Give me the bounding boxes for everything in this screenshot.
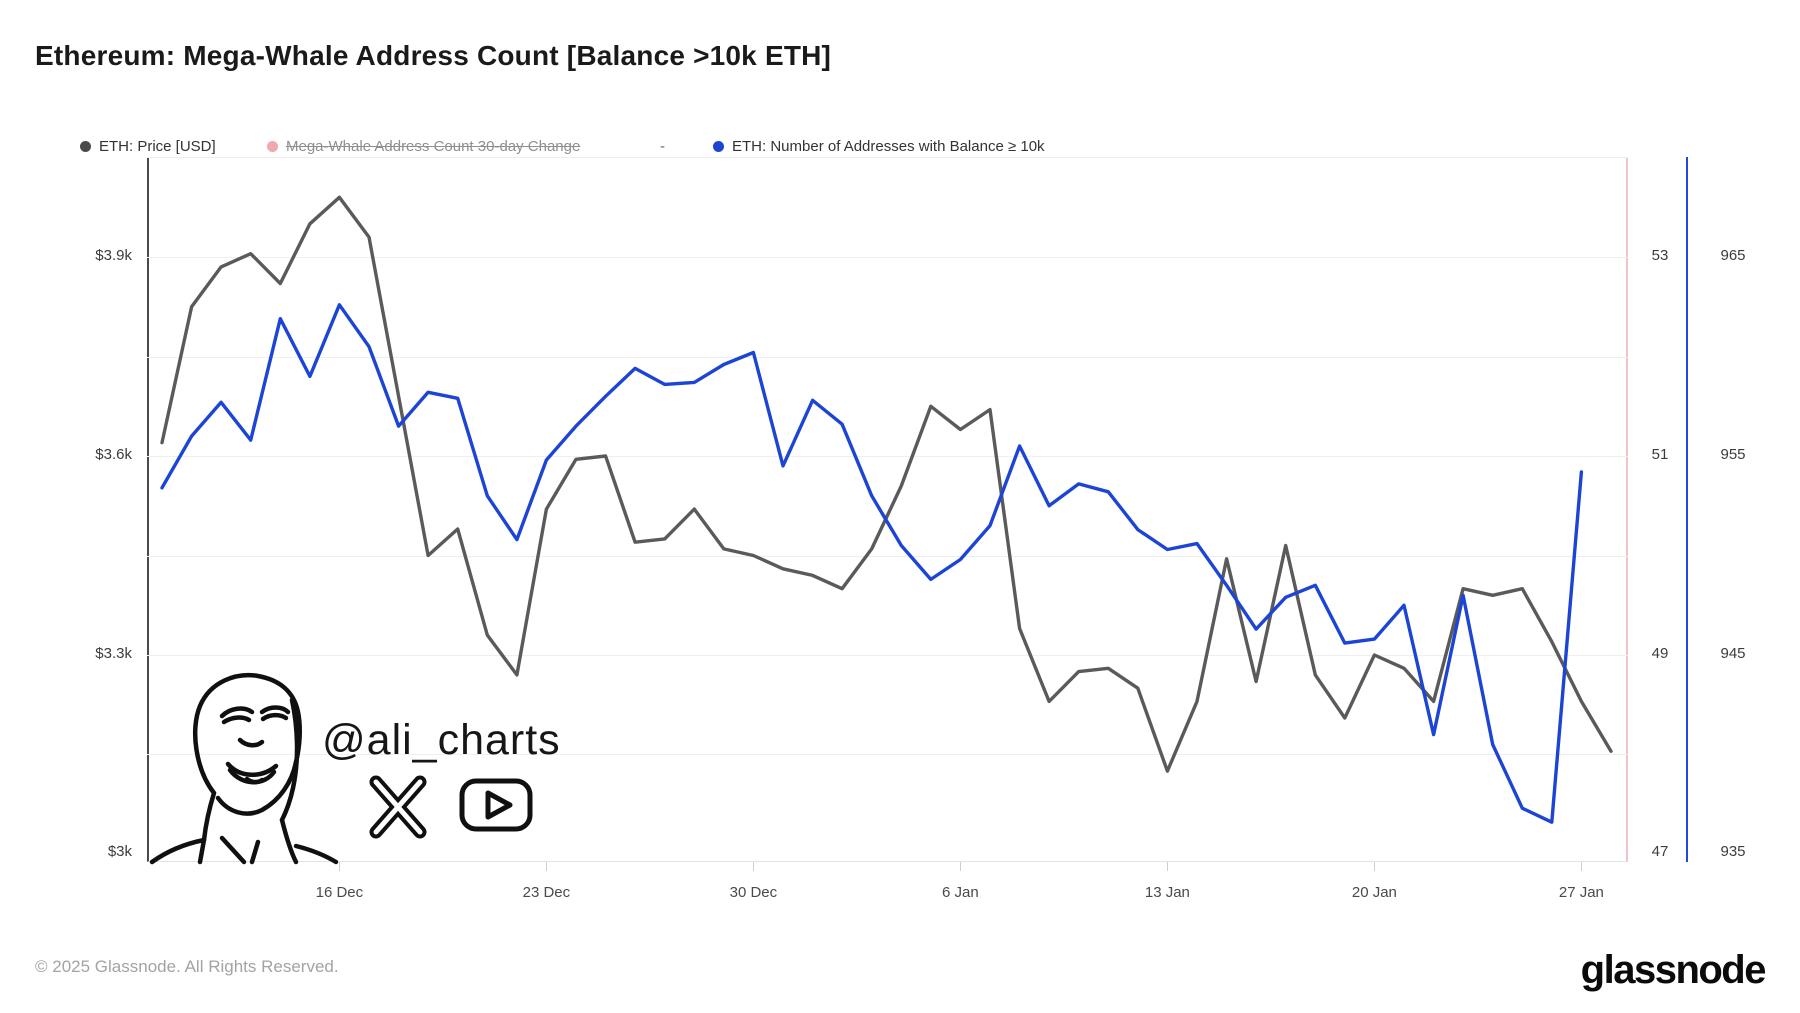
gridline — [147, 556, 1628, 557]
x-axis-date-label: 27 Jan — [1558, 884, 1604, 901]
price-axis-tick: $3.6k — [95, 446, 132, 463]
legend-label: ETH: Number of Addresses with Balance ≥ … — [732, 138, 1045, 155]
gridline — [147, 456, 1628, 457]
x-axis-tick — [1167, 862, 1169, 871]
x-axis-date-label: 23 Dec — [522, 884, 571, 901]
x-axis-date-label: 13 Jan — [1144, 884, 1190, 901]
change-axis-tick: 49 — [1651, 645, 1669, 662]
price-axis-tick: $3.9k — [95, 247, 132, 264]
x-axis-tick — [1581, 862, 1583, 871]
right-axis-line-blue — [1686, 157, 1688, 862]
page-title: Ethereum: Mega-Whale Address Count [Bala… — [35, 40, 832, 71]
watermark-handle: @ali_charts — [322, 716, 561, 764]
x-axis-date-label: 6 Jan — [942, 884, 979, 901]
series-line-address-count — [160, 303, 1584, 824]
address-count-axis-tick: 935 — [1720, 843, 1746, 860]
chart-plot-area[interactable] — [147, 157, 1628, 862]
legend-dot-icon — [80, 141, 91, 152]
legend-separator: - — [660, 138, 665, 155]
x-axis-tick — [546, 862, 548, 871]
legend-item-2[interactable]: ETH: Number of Addresses with Balance ≥ … — [713, 138, 1045, 155]
gridline — [147, 655, 1628, 656]
legend-item-0[interactable]: ETH: Price [USD] — [80, 138, 216, 155]
legend-dot-icon — [713, 141, 724, 152]
chart-legend: ETH: Price [USD] Mega-Whale Address Count… — [0, 138, 1800, 160]
gridline — [147, 257, 1628, 258]
address-count-axis-tick: 955 — [1720, 446, 1746, 463]
change-axis-tick: 47 — [1651, 843, 1669, 860]
price-axis-tick: $3k — [107, 843, 132, 860]
legend-label: ETH: Price [USD] — [99, 138, 216, 155]
price-axis-tick: $3.3k — [95, 645, 132, 662]
x-axis-date-label: 16 Dec — [315, 884, 364, 901]
footer-copyright: © 2025 Glassnode. All Rights Reserved. — [35, 957, 339, 976]
change-axis-tick: 53 — [1651, 247, 1669, 264]
address-count-axis-tick: 945 — [1720, 645, 1746, 662]
legend-label: Mega-Whale Address Count 30-day Change — [286, 138, 581, 155]
legend-dot-icon — [267, 141, 278, 152]
gridline — [147, 754, 1628, 755]
x-axis-tick — [339, 862, 341, 871]
x-axis-tick — [960, 862, 962, 871]
legend-item-1[interactable]: Mega-Whale Address Count 30-day Change — [267, 138, 580, 155]
x-axis-date-label: 20 Jan — [1351, 884, 1397, 901]
x-axis-date-label: 30 Dec — [729, 884, 778, 901]
gridline — [147, 357, 1628, 358]
glassnode-logo: glassnode — [1580, 948, 1767, 992]
address-count-axis-tick: 965 — [1720, 247, 1746, 264]
gridline — [147, 157, 1628, 158]
change-axis-tick: 51 — [1651, 446, 1669, 463]
x-axis-tick — [753, 862, 755, 871]
x-axis-tick — [1374, 862, 1376, 871]
